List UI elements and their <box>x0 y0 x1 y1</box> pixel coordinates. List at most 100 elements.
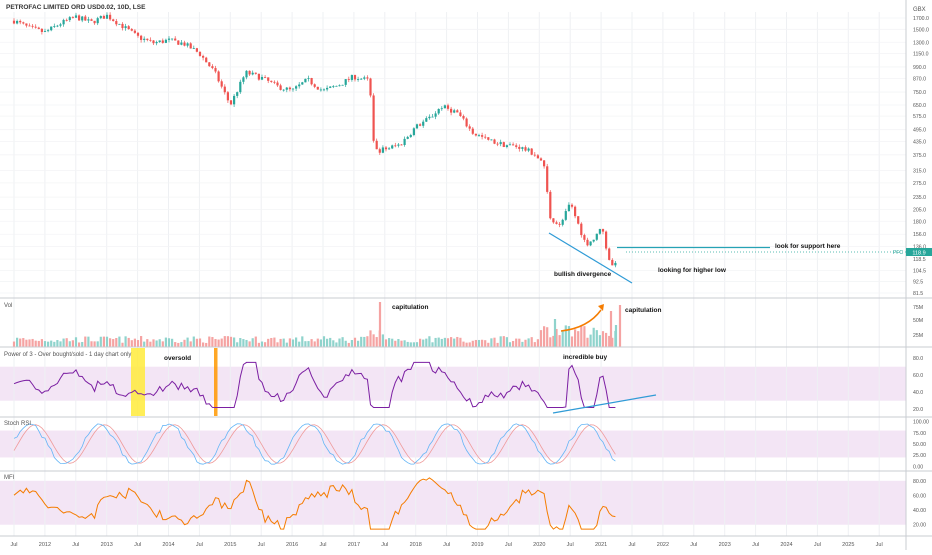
time-axis-label: Jul <box>443 542 450 548</box>
candle-body <box>350 75 353 80</box>
volume-bar <box>512 340 515 347</box>
candle-body <box>347 79 350 80</box>
candle-body <box>279 85 282 90</box>
candle-body <box>71 17 74 18</box>
candle-body <box>198 51 202 56</box>
volume-bar <box>195 338 198 347</box>
candle-body <box>353 75 357 80</box>
volume-bar <box>372 334 375 347</box>
volume-bar <box>313 341 316 347</box>
candle-body <box>384 147 388 150</box>
volume-bar <box>533 342 536 347</box>
time-axis-label: Jul <box>196 542 203 548</box>
candle-body <box>471 128 474 134</box>
price-axis-label: 1300.0 <box>913 40 929 46</box>
volume-bar <box>223 336 226 347</box>
time-axis-label: 2017 <box>348 542 360 548</box>
price-axis-label: 495.0 <box>913 128 926 134</box>
candle-body <box>180 42 183 45</box>
candle-body <box>105 14 109 19</box>
volume-bar <box>481 339 484 347</box>
candle-body <box>453 110 456 113</box>
time-axis-label: Jul <box>10 542 17 548</box>
volume-bar <box>496 342 499 347</box>
candle-body <box>431 116 434 118</box>
candle-body <box>99 15 102 19</box>
volume-bar <box>316 338 319 347</box>
volume-bar <box>335 342 338 347</box>
candle-body <box>329 86 332 88</box>
price-axis-label: 205.0 <box>913 207 926 213</box>
indicator-axis-label: 75.00 <box>913 431 926 437</box>
volume-bar <box>329 337 332 347</box>
candle-body <box>394 145 397 147</box>
volume-bar <box>47 341 50 347</box>
candle-body <box>543 160 546 167</box>
volume-bar <box>459 337 462 347</box>
volume-bar <box>84 336 87 347</box>
volume-bar <box>605 332 608 347</box>
candle-body <box>195 48 198 52</box>
candle-body <box>109 14 112 20</box>
candle-body <box>375 140 378 150</box>
time-axis-label: Jul <box>628 542 635 548</box>
volume-bar <box>381 334 384 347</box>
volume-bar <box>130 340 133 347</box>
candle-body <box>440 108 443 110</box>
volume-bar <box>180 342 183 347</box>
candle-body <box>164 39 167 43</box>
volume-bar <box>338 338 341 347</box>
candle-body <box>146 38 149 40</box>
candle-body <box>214 68 217 72</box>
overbought-oversold-band <box>0 366 906 401</box>
volume-bar <box>236 342 239 347</box>
volume-bar <box>505 337 508 347</box>
volume-bar <box>217 339 220 347</box>
volume-bar <box>19 338 22 347</box>
indicator-axis-label: 20.00 <box>913 523 926 529</box>
volume-bar <box>341 337 344 347</box>
annotation-capitulation-right: capitulation <box>625 307 662 314</box>
time-axis-label: Jul <box>258 542 265 548</box>
volume-bar <box>555 328 558 347</box>
candle-body <box>53 26 56 27</box>
indicator-axis-label: 80.0 <box>913 356 923 362</box>
candle-body <box>143 38 146 40</box>
volume-bar <box>226 336 229 347</box>
time-axis-label: Jul <box>134 542 141 548</box>
volume-bar <box>285 342 288 347</box>
candle-body <box>527 148 530 151</box>
volume-bars <box>12 302 622 347</box>
price-axis-label: 136.0 <box>913 245 926 251</box>
volume-bar <box>198 338 202 347</box>
indicator-axis-label: 50M <box>913 318 923 324</box>
candle-body <box>552 218 555 223</box>
volume-bar <box>443 337 446 347</box>
candle-body <box>16 20 19 24</box>
volume-bar <box>43 341 47 347</box>
power3-pane-title: Power of 3 - Over bought/sold - 1 day ch… <box>4 352 131 358</box>
volume-bar <box>161 341 164 347</box>
candle-body <box>567 204 570 212</box>
candle-body <box>288 87 291 90</box>
candle-body <box>115 21 118 25</box>
candle-body <box>499 142 502 145</box>
volume-bar <box>133 338 136 347</box>
candle-body <box>326 87 329 90</box>
symbol-title: PETROFAC LIMITED ORD USD0.02, 10D, LSE <box>6 4 146 11</box>
volume-bar <box>357 340 360 347</box>
volume-bar <box>74 337 78 347</box>
volume-bar <box>257 342 260 347</box>
candle-body <box>233 95 236 105</box>
overbought-oversold-band <box>0 430 906 458</box>
volume-bar <box>254 336 257 347</box>
volume-bar <box>425 338 428 347</box>
candle-body <box>310 78 313 85</box>
price-candles <box>12 12 617 268</box>
volume-bar <box>118 336 121 347</box>
candle-body <box>468 126 471 129</box>
price-axis-label: 870.0 <box>913 77 926 83</box>
time-axis-label: 2016 <box>286 542 298 548</box>
price-axis-label: 275.0 <box>913 181 926 187</box>
candle-body <box>316 86 319 90</box>
